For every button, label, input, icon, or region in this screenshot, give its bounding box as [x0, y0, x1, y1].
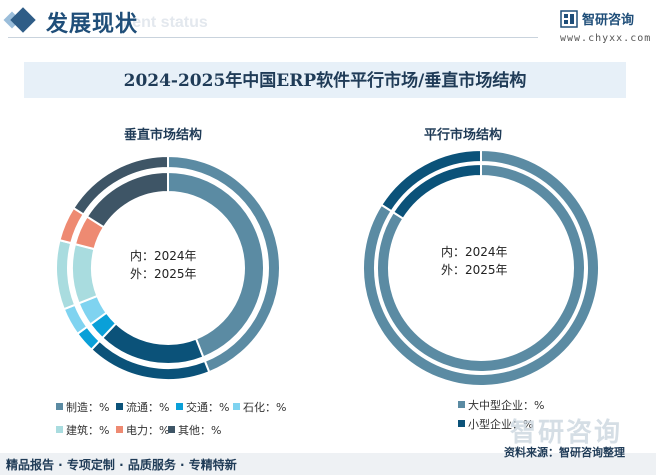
parallel-market-title: 平行市场结构: [424, 128, 503, 143]
legend-label: 大中型企业：%: [468, 399, 545, 412]
logo-icon: [560, 10, 578, 28]
legend-label: 制造：%: [66, 401, 110, 414]
legend-swatch: [116, 426, 123, 433]
legend-item: 大中型企业：%: [458, 397, 544, 413]
logo-url: www.chyxx.com: [560, 33, 652, 44]
footer-slogan: 精品报告 · 专项定制 · 品质服务 · 专精特新: [6, 458, 237, 472]
parallel-center-outer-label: 外：2025年: [441, 263, 508, 277]
parallel-center-label: 内：2024年 外：2025年: [441, 243, 508, 279]
legend-swatch: [56, 426, 63, 433]
legend-item: 石化：%: [233, 399, 286, 415]
legend-swatch: [233, 403, 240, 410]
legend-swatch: [458, 401, 465, 408]
vertical-center-outer-label: 外：2025年: [130, 267, 197, 281]
legend-item: 交通：%: [176, 399, 229, 415]
legend-label: 小型企业：%: [468, 418, 534, 431]
footer-band: [0, 453, 656, 475]
legend-label: 建筑：%: [66, 424, 110, 437]
legend-swatch: [56, 403, 63, 410]
legend-label: 电力：%: [126, 424, 170, 437]
watermark: 智研咨询: [510, 418, 623, 448]
legend-label: 交通：%: [186, 401, 230, 414]
legend-swatch: [458, 420, 465, 427]
donut-1-ring-1-slice-小型企业: [379, 148, 482, 213]
header-subtitle: ment status: [118, 14, 208, 31]
donut-0-ring-0-slice-其他: [85, 170, 169, 229]
donut-1-ring-0-slice-小型企业: [391, 162, 482, 221]
vertical-center-inner-label: 内：2024年: [130, 249, 197, 263]
legend-swatch: [176, 403, 183, 410]
donut-0-ring-1-slice-其他: [72, 154, 169, 216]
legend-label: 其他：%: [178, 424, 222, 437]
legend-swatch: [116, 403, 123, 410]
header-title: 发展现状: [46, 11, 139, 37]
parallel-center-inner-label: 内：2024年: [441, 245, 508, 259]
legend-item: 小型企业：%: [458, 416, 533, 432]
chart-title: 2024-2025年中国ERP软件平行市场/垂直市场结构: [123, 71, 527, 91]
legend-label: 流通：%: [126, 401, 170, 414]
header-divider: [8, 37, 538, 38]
header: ment status 发展现状 智研咨询 www.chyxx.com: [0, 0, 656, 46]
legend-item: 流通：%: [116, 399, 169, 415]
title-band: [24, 62, 626, 98]
legend-label: 石化：%: [243, 401, 287, 414]
vertical-center-label: 内：2024年 外：2025年: [130, 247, 197, 283]
legend-item: 制造：%: [56, 399, 109, 415]
vertical-market-title: 垂直市场结构: [124, 128, 203, 143]
logo-text: 智研咨询: [582, 13, 635, 28]
legend-swatch: [168, 426, 175, 433]
legend-item: 电力：%: [116, 422, 169, 438]
legend-item: 其他：%: [168, 422, 221, 438]
legend-item: 建筑：%: [56, 422, 109, 438]
footer-source: 资料来源：智研咨询整理: [504, 446, 625, 459]
donut-0-ring-0-slice-建筑: [71, 242, 99, 305]
